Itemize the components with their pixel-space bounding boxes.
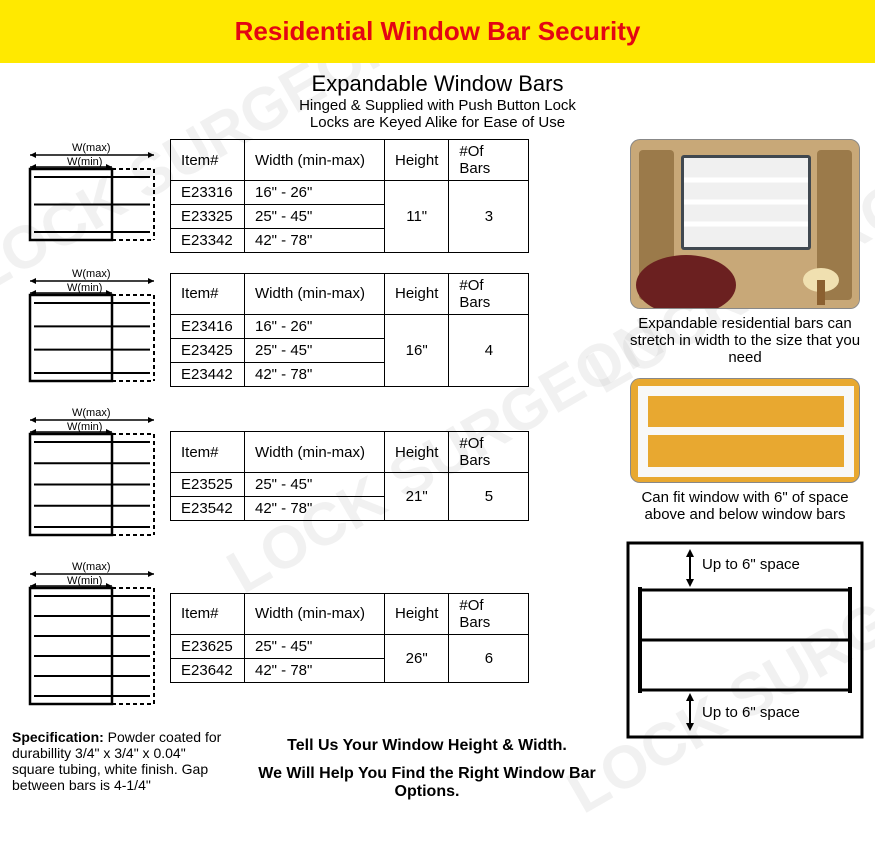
table-row: E23525 25" - 45" 21" 5 bbox=[171, 473, 529, 497]
svg-text:W(max): W(max) bbox=[72, 407, 111, 419]
th-item: Item# bbox=[171, 273, 245, 314]
cell-item: E23642 bbox=[171, 658, 245, 682]
header-bar: Residential Window Bar Security bbox=[0, 0, 875, 63]
th-height: Height bbox=[385, 273, 449, 314]
cell-item: E23325 bbox=[171, 205, 245, 229]
cell-bars: 6 bbox=[449, 634, 529, 682]
th-width: Width (min-max) bbox=[245, 273, 385, 314]
svg-text:W(min): W(min) bbox=[67, 575, 102, 587]
cell-width: 25" - 45" bbox=[245, 634, 385, 658]
product-row: W(max) W(min) Item# Width (min-max) Heig… bbox=[12, 139, 612, 253]
cell-bars: 5 bbox=[449, 473, 529, 521]
photo-caption-1: Expandable residential bars can stretch … bbox=[620, 315, 870, 366]
spec-table: Item# Width (min-max) Height #Of Bars E2… bbox=[170, 273, 529, 387]
th-width: Width (min-max) bbox=[245, 593, 385, 634]
th-bars: #Of Bars bbox=[449, 140, 529, 181]
cell-width: 16" - 26" bbox=[245, 314, 385, 338]
photo-caption-2: Can fit window with 6" of space above an… bbox=[620, 489, 870, 523]
spacing-diagram: Up to 6" space Up to 6" space bbox=[620, 535, 870, 745]
th-width: Width (min-max) bbox=[245, 432, 385, 473]
table-header-row: Item# Width (min-max) Height #Of Bars bbox=[171, 140, 529, 181]
space-label-top: Up to 6" space bbox=[702, 556, 800, 573]
cell-width: 25" - 45" bbox=[245, 205, 385, 229]
table-header-row: Item# Width (min-max) Height #Of Bars bbox=[171, 593, 529, 634]
photo-bar-closeup bbox=[630, 378, 860, 483]
subtitle-main: Expandable Window Bars bbox=[12, 71, 863, 97]
cta-line1: Tell Us Your Window Height & Width. bbox=[242, 737, 612, 755]
table-row: E23625 25" - 45" 26" 6 bbox=[171, 634, 529, 658]
table-header-row: Item# Width (min-max) Height #Of Bars bbox=[171, 273, 529, 314]
svg-text:W(min): W(min) bbox=[67, 282, 102, 294]
subtitle-line2: Locks are Keyed Alike for Ease of Use bbox=[12, 114, 863, 131]
specification-text: Specification: Powder coated for durabil… bbox=[12, 729, 222, 801]
cell-height: 16" bbox=[385, 314, 449, 386]
cell-item: E23442 bbox=[171, 362, 245, 386]
cell-item: E23525 bbox=[171, 473, 245, 497]
th-height: Height bbox=[385, 140, 449, 181]
th-item: Item# bbox=[171, 432, 245, 473]
bar-diagram-icon: W(max) W(min) bbox=[12, 560, 162, 715]
cell-width: 16" - 26" bbox=[245, 181, 385, 205]
photo-living-room bbox=[630, 139, 860, 309]
cell-item: E23542 bbox=[171, 497, 245, 521]
cell-width: 42" - 78" bbox=[245, 229, 385, 253]
bar-diagram-icon: W(max) W(min) bbox=[12, 267, 162, 392]
cell-item: E23625 bbox=[171, 634, 245, 658]
cell-width: 25" - 45" bbox=[245, 473, 385, 497]
right-column: Expandable residential bars can stretch … bbox=[620, 139, 870, 801]
table-row: E23316 16" - 26" 11" 3 bbox=[171, 181, 529, 205]
spec-label: Specification: bbox=[12, 729, 104, 745]
spec-table: Item# Width (min-max) Height #Of Bars E2… bbox=[170, 139, 529, 253]
cell-height: 21" bbox=[385, 473, 449, 521]
th-height: Height bbox=[385, 593, 449, 634]
cell-height: 11" bbox=[385, 181, 449, 253]
table-row: E23416 16" - 26" 16" 4 bbox=[171, 314, 529, 338]
spec-table: Item# Width (min-max) Height #Of Bars E2… bbox=[170, 431, 529, 521]
th-width: Width (min-max) bbox=[245, 140, 385, 181]
cell-bars: 4 bbox=[449, 314, 529, 386]
svg-text:W(min): W(min) bbox=[67, 156, 102, 168]
bar-diagram-icon: W(max) W(min) bbox=[12, 406, 162, 546]
page-title: Residential Window Bar Security bbox=[0, 16, 875, 47]
subtitle-line1: Hinged & Supplied with Push Button Lock bbox=[12, 97, 863, 114]
subtitle-block: Expandable Window Bars Hinged & Supplied… bbox=[12, 71, 863, 131]
product-row: W(max) W(min) Item# Width (min-max) Heig… bbox=[12, 406, 612, 546]
bar-diagram-icon: W(max) W(min) bbox=[12, 141, 162, 251]
th-bars: #Of Bars bbox=[449, 273, 529, 314]
th-bars: #Of Bars bbox=[449, 593, 529, 634]
svg-text:W(max): W(max) bbox=[72, 561, 111, 573]
cell-item: E23342 bbox=[171, 229, 245, 253]
product-row: W(max) W(min) Item# Width (min-max) Heig… bbox=[12, 560, 612, 715]
left-column: W(max) W(min) Item# Width (min-max) Heig… bbox=[12, 139, 612, 801]
cell-width: 42" - 78" bbox=[245, 497, 385, 521]
svg-text:W(max): W(max) bbox=[72, 142, 111, 154]
table-header-row: Item# Width (min-max) Height #Of Bars bbox=[171, 432, 529, 473]
space-label-bottom: Up to 6" space bbox=[702, 704, 800, 721]
th-item: Item# bbox=[171, 593, 245, 634]
cell-item: E23316 bbox=[171, 181, 245, 205]
th-bars: #Of Bars bbox=[449, 432, 529, 473]
spec-table: Item# Width (min-max) Height #Of Bars E2… bbox=[170, 593, 529, 683]
cell-width: 42" - 78" bbox=[245, 658, 385, 682]
cell-item: E23416 bbox=[171, 314, 245, 338]
th-item: Item# bbox=[171, 140, 245, 181]
cell-bars: 3 bbox=[449, 181, 529, 253]
cell-item: E23425 bbox=[171, 338, 245, 362]
th-height: Height bbox=[385, 432, 449, 473]
cell-width: 42" - 78" bbox=[245, 362, 385, 386]
product-row: W(max) W(min) Item# Width (min-max) Heig… bbox=[12, 267, 612, 392]
svg-text:W(min): W(min) bbox=[67, 421, 102, 433]
cell-height: 26" bbox=[385, 634, 449, 682]
cta-block: Tell Us Your Window Height & Width. We W… bbox=[242, 729, 612, 801]
cell-width: 25" - 45" bbox=[245, 338, 385, 362]
cta-line2: We Will Help You Find the Right Window B… bbox=[242, 765, 612, 801]
svg-text:W(max): W(max) bbox=[72, 268, 111, 280]
